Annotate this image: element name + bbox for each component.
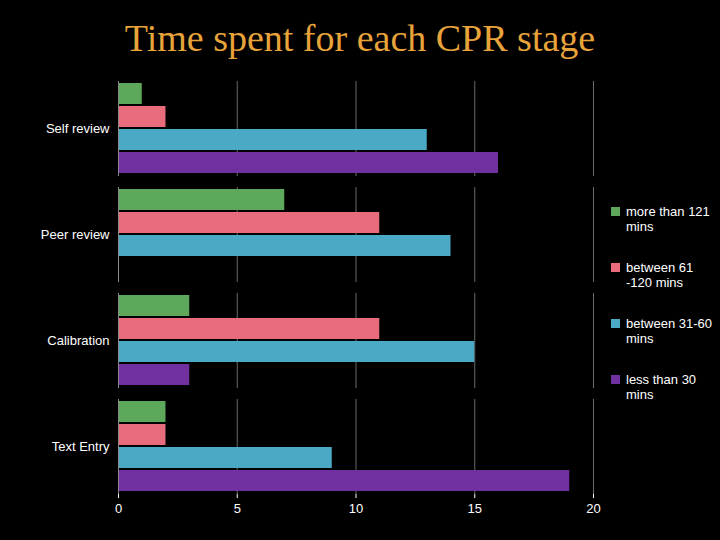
svg-text:Peer review: Peer review xyxy=(41,227,110,242)
svg-text:20: 20 xyxy=(586,501,600,516)
svg-text:Self review: Self review xyxy=(46,121,110,136)
html-text:between 61 -120 mins: between 61 -120 mins xyxy=(626,259,694,290)
svg-text:15: 15 xyxy=(468,501,482,516)
svg-text:Text Entry: Text Entry xyxy=(52,439,110,454)
svg-text:0: 0 xyxy=(115,501,122,516)
html-text:less than 30 mins: less than 30 mins xyxy=(626,371,697,402)
svg-text:5: 5 xyxy=(234,501,241,516)
svg-text:10: 10 xyxy=(349,501,363,516)
svg-text:Calibration: Calibration xyxy=(47,333,109,348)
html-text:between 31-60 mins: between 31-60 mins xyxy=(626,315,712,346)
html-text:more than 121 mins: more than 121 mins xyxy=(626,203,710,234)
html-text:Time spent for each CPR stage: Time spent for each CPR stage xyxy=(124,17,596,59)
